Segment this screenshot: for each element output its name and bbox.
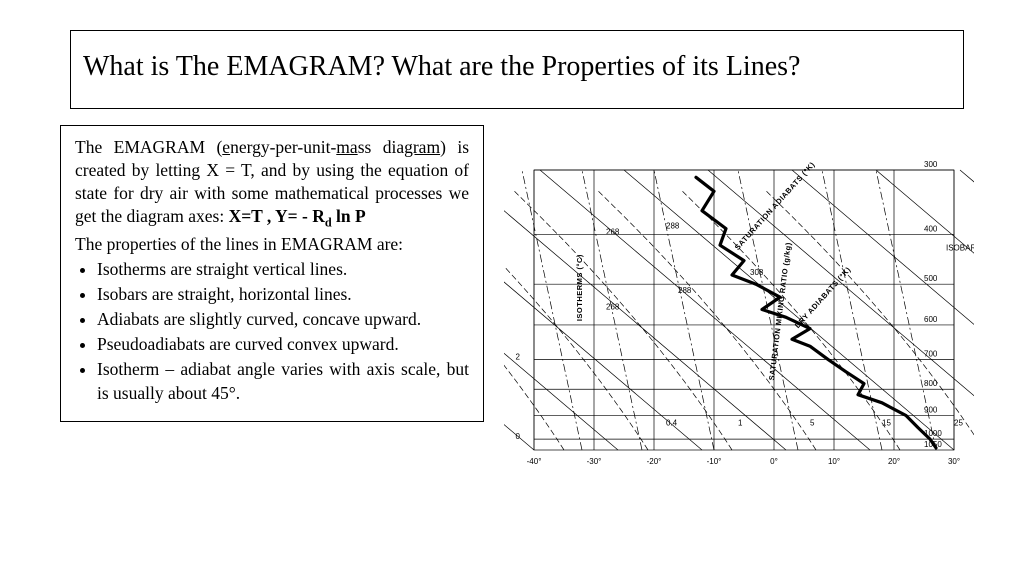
svg-text:700: 700 [924, 349, 938, 358]
svg-text:900: 900 [924, 406, 938, 415]
svg-text:300: 300 [924, 160, 938, 169]
eq-pre: X=T , Y= - R [229, 206, 325, 226]
intro-seg: ss dia [358, 137, 404, 157]
intro-seg: nergy-per-unit- [230, 137, 336, 157]
svg-text:ISOBARS (mb): ISOBARS (mb) [946, 243, 974, 252]
list-item: Adiabats are slightly curved, concave up… [97, 308, 469, 331]
list-item: Pseudoadiabats are curved convex upward. [97, 333, 469, 356]
svg-text:20°: 20° [888, 457, 900, 466]
svg-text:5: 5 [810, 418, 815, 427]
svg-text:800: 800 [924, 379, 938, 388]
svg-text:-40°: -40° [527, 457, 542, 466]
svg-text:600: 600 [924, 315, 938, 324]
svg-text:SATURATION ADIABATS (°K): SATURATION ADIABATS (°K) [733, 160, 817, 252]
properties-lead: The properties of the lines in EMAGRAM a… [75, 233, 469, 256]
svg-text:1: 1 [738, 418, 743, 427]
svg-text:400: 400 [924, 224, 938, 233]
list-item: Isobars are straight, horizontal lines. [97, 283, 469, 306]
diagram-container: -40° -30° -20° -10° 0° 10° 20° 30° 300 400 500 600 7… [504, 125, 974, 475]
eq-sub: d [325, 216, 332, 230]
svg-text:ISOTHERMS (°C): ISOTHERMS (°C) [575, 254, 584, 321]
svg-text:DRY ADIABATS (°K): DRY ADIABATS (°K) [793, 265, 853, 330]
svg-text:0°: 0° [770, 457, 778, 466]
svg-text:288: 288 [678, 286, 692, 295]
axes-equation: X=T , Y= - Rd ln P [229, 206, 366, 226]
intro-underline: gram [404, 137, 440, 157]
intro-underline: ma [336, 137, 357, 157]
svg-text:30°: 30° [948, 457, 960, 466]
content-columns: The EMAGRAM (energy-per-unit-mass diagra… [60, 125, 974, 475]
list-item: Isotherm – adiabat angle varies with axi… [97, 358, 469, 404]
svg-text:0: 0 [516, 432, 521, 441]
svg-text:1050: 1050 [924, 440, 942, 449]
svg-text:10°: 10° [828, 457, 840, 466]
title-box: What is The EMAGRAM? What are the Proper… [70, 30, 964, 109]
svg-text:15: 15 [882, 418, 891, 427]
svg-text:288: 288 [666, 222, 680, 231]
properties-list: Isotherms are straight vertical lines. I… [75, 258, 469, 405]
svg-text:268: 268 [606, 303, 620, 312]
svg-text:25: 25 [954, 418, 963, 427]
svg-text:1000: 1000 [924, 429, 942, 438]
intro-paragraph: The EMAGRAM (energy-per-unit-mass diagra… [75, 136, 469, 231]
svg-text:-30°: -30° [587, 457, 602, 466]
eq-post: ln P [332, 206, 366, 226]
emagram-diagram: -40° -30° -20° -10° 0° 10° 20° 30° 300 400 500 600 7… [504, 145, 974, 475]
intro-underline: e [222, 137, 230, 157]
page-title: What is The EMAGRAM? What are the Proper… [83, 49, 951, 84]
svg-text:308: 308 [750, 268, 764, 277]
intro-seg: The EMAGRAM ( [75, 137, 222, 157]
svg-text:2: 2 [516, 352, 521, 361]
svg-text:268: 268 [606, 227, 620, 236]
svg-text:-20°: -20° [647, 457, 662, 466]
list-item: Isotherms are straight vertical lines. [97, 258, 469, 281]
svg-text:0.4: 0.4 [666, 418, 678, 427]
svg-text:500: 500 [924, 274, 938, 283]
svg-text:-10°: -10° [707, 457, 722, 466]
description-box: The EMAGRAM (energy-per-unit-mass diagra… [60, 125, 484, 422]
